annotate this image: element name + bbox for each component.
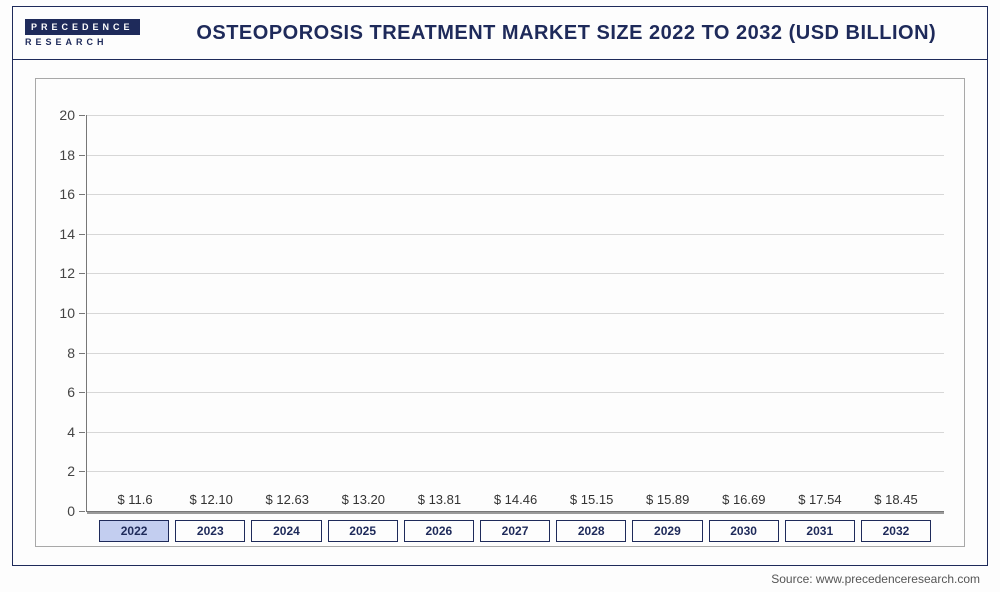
y-axis-label: 8 — [67, 345, 87, 361]
y-axis-label: 18 — [59, 147, 87, 163]
header-bar: PRECEDENCE RESEARCH OSTEOPOROSIS TREATME… — [12, 6, 988, 60]
grid-line — [87, 353, 944, 354]
y-axis-label: 14 — [59, 226, 87, 242]
bar-value-label: $ 17.54 — [798, 492, 841, 511]
bar-value-label: $ 14.46 — [494, 492, 537, 511]
x-axis-category: 2030 — [709, 520, 779, 542]
x-axis-category: 2031 — [785, 520, 855, 542]
logo-top-text: PRECEDENCE — [25, 19, 140, 35]
x-axis-category: 2028 — [556, 520, 626, 542]
x-axis-category: 2025 — [328, 520, 398, 542]
grid-line — [87, 273, 944, 274]
logo-bottom-text: RESEARCH — [25, 35, 108, 47]
grid-line — [87, 432, 944, 433]
baseline-shadow — [87, 512, 944, 514]
y-axis-label: 12 — [59, 265, 87, 281]
bar-value-label: $ 11.6 — [117, 492, 152, 511]
y-axis-label: 6 — [67, 384, 87, 400]
y-axis-label: 2 — [67, 463, 87, 479]
x-axis-labels: 2022 2023 2024 2025 2026 2027 2028 2029 2030 2031… — [86, 520, 944, 542]
bar-value-label: $ 15.89 — [646, 492, 689, 511]
bar-value-label: $ 13.81 — [418, 492, 461, 511]
x-axis-category: 2029 — [632, 520, 702, 542]
grid-line — [87, 313, 944, 314]
x-axis-category: 2032 — [861, 520, 931, 542]
x-axis-category: 2024 — [251, 520, 321, 542]
x-axis-category: 2023 — [175, 520, 245, 542]
y-axis-label: 0 — [67, 503, 87, 519]
plot-area: $ 11.6 $ 12.10 $ 12.63 $ 13.20 $ 13.81 $ 14.4… — [86, 115, 944, 512]
chart-box: $ 11.6 $ 12.10 $ 12.63 $ 13.20 $ 13.81 $ 14.4… — [35, 78, 965, 547]
bar-value-label: $ 13.20 — [342, 492, 385, 511]
grid-line — [87, 115, 944, 116]
grid-line — [87, 471, 944, 472]
y-axis-label: 20 — [59, 107, 87, 123]
bar-value-label: $ 15.15 — [570, 492, 613, 511]
x-axis-category: 2027 — [480, 520, 550, 542]
grid-line — [87, 155, 944, 156]
grid-line — [87, 194, 944, 195]
x-axis-category: 2022 — [99, 520, 169, 542]
chart-container: PRECEDENCE RESEARCH OSTEOPOROSIS TREATME… — [12, 6, 988, 566]
bar-value-label: $ 12.10 — [189, 492, 232, 511]
logo: PRECEDENCE RESEARCH — [25, 19, 140, 47]
y-axis-label: 4 — [67, 424, 87, 440]
y-axis-label: 16 — [59, 186, 87, 202]
bar-value-label: $ 16.69 — [722, 492, 765, 511]
bar-value-label: $ 18.45 — [874, 492, 917, 511]
bar-value-label: $ 12.63 — [266, 492, 309, 511]
chart-frame: $ 11.6 $ 12.10 $ 12.63 $ 13.20 $ 13.81 $ 14.4… — [12, 60, 988, 566]
y-axis-label: 10 — [59, 305, 87, 321]
chart-title: OSTEOPOROSIS TREATMENT MARKET SIZE 2022 … — [158, 22, 975, 45]
grid-line — [87, 234, 944, 235]
x-axis-category: 2026 — [404, 520, 474, 542]
source-caption: Source: www.precedenceresearch.com — [771, 572, 980, 586]
grid-line — [87, 392, 944, 393]
